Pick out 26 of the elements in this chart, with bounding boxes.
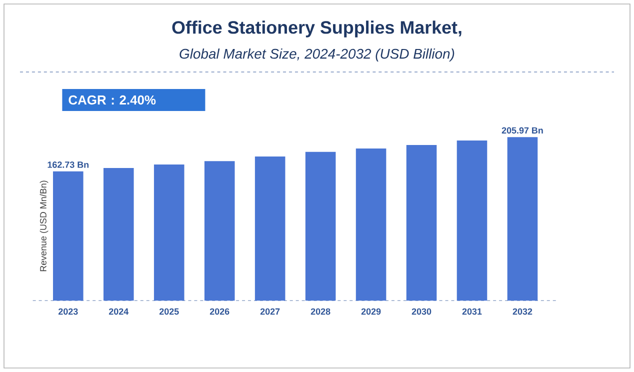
x-tick-label: 2031	[462, 308, 482, 315]
x-tick-label: 2025	[159, 308, 179, 315]
bar	[103, 168, 134, 301]
bar	[204, 161, 235, 301]
bar	[254, 156, 286, 301]
x-tick-label: 2027	[260, 308, 280, 315]
y-axis-title: Revenue (USD Mn/Bn)	[40, 180, 48, 272]
x-tick-label: 2032	[512, 308, 532, 315]
x-tick-label: 2026	[210, 308, 230, 315]
bar	[53, 171, 84, 301]
bar	[507, 137, 538, 301]
x-tick-label: 2030	[412, 308, 432, 315]
bar	[356, 148, 386, 301]
text: CAGR : 2.40%	[68, 95, 156, 105]
data-label: 162.73 Bn	[48, 162, 89, 168]
bar	[154, 164, 184, 301]
bar	[456, 140, 488, 301]
x-tick-label: 2024	[108, 308, 129, 315]
chart-subtitle: Global Market Size, 2024-2032 (USD Billion)	[180, 48, 454, 62]
bar	[406, 145, 437, 301]
data-label: 205.97 Bn	[502, 127, 543, 134]
chart-title: Office Stationery Supplies Market,	[172, 20, 462, 38]
bar	[305, 152, 336, 301]
x-tick-label: 2029	[361, 308, 381, 315]
x-tick-label: 2028	[310, 308, 330, 315]
x-tick-label: 2023	[58, 308, 78, 315]
